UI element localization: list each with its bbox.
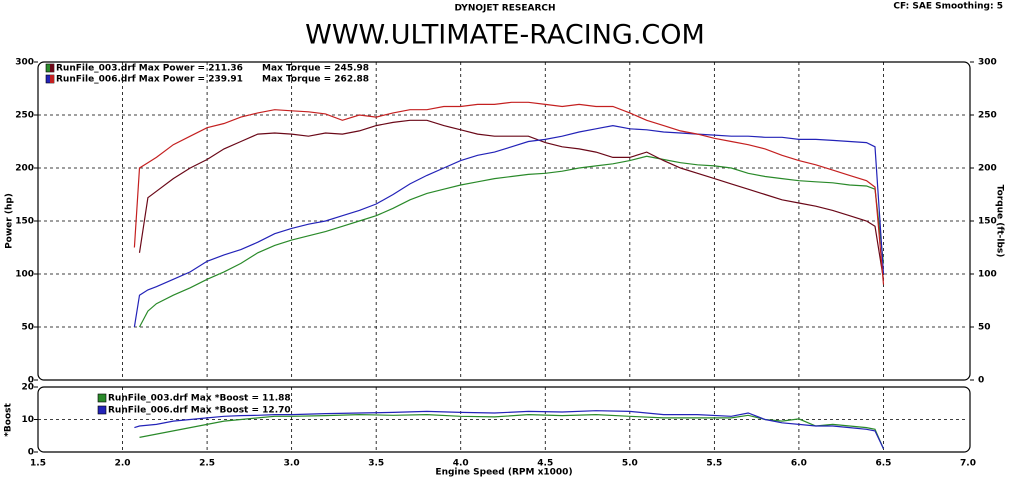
annotation: CF: SAE Smoothing: 5 <box>893 2 1003 12</box>
x-tick-label: 6.0 <box>791 459 807 469</box>
y-tick-label: 20 <box>21 383 34 393</box>
legend-swatch <box>50 75 54 83</box>
data-line <box>133 101 885 285</box>
legend-label: Max Torque = 245.98 <box>262 64 369 74</box>
legend-swatch <box>97 405 107 415</box>
y2-tick-label: 150 <box>978 217 997 227</box>
y2-tick-label: 200 <box>978 164 997 174</box>
legend-label: RunFile_003.drf Max *Boost = 11.88 <box>108 394 291 404</box>
legend-swatch <box>50 64 54 72</box>
legend-swatch <box>97 393 107 403</box>
y-tick-label: 0 <box>28 376 34 386</box>
y-tick-label: 200 <box>15 164 34 174</box>
x-tick-label: 6.5 <box>875 459 891 469</box>
y2-tick-label: 250 <box>978 111 997 121</box>
y-axis-label: *Boost <box>4 403 14 437</box>
data-line <box>138 155 885 328</box>
legend-label: RunFile_006.drf Max *Boost = 12.70 <box>108 406 291 416</box>
y2-tick-label: 0 <box>978 376 984 386</box>
y-tick-label: 300 <box>15 58 34 68</box>
x-tick-label: 4.0 <box>453 459 469 469</box>
data-line <box>139 413 885 450</box>
x-tick-label: 4.5 <box>537 459 553 469</box>
y2-tick-label: 50 <box>978 323 991 333</box>
x-tick-label: 3.5 <box>368 459 384 469</box>
y-tick-label: 150 <box>15 217 34 227</box>
y-tick-label: 10 <box>21 415 34 425</box>
legend-label: RunFile_003.drf Max Power = 211.36 <box>56 64 243 74</box>
y-tick-label: 50 <box>21 323 34 333</box>
y-axis-label: Power (hp) <box>5 193 15 249</box>
legend-label: Max Torque = 262.88 <box>262 75 369 85</box>
y-tick-label: 250 <box>15 111 34 121</box>
x-tick-label: 2.0 <box>115 459 131 469</box>
x-axis-label: Engine Speed (RPM x1000) <box>435 468 572 478</box>
y-tick-label: 0 <box>28 448 34 458</box>
chart-title: WWW.ULTIMATE-RACING.COM <box>305 20 705 51</box>
x-tick-label: 3.0 <box>284 459 300 469</box>
x-tick-label: 1.5 <box>30 459 46 469</box>
data-line <box>133 124 885 328</box>
legend-label: RunFile_006.drf Max Power = 239.91 <box>56 75 243 85</box>
x-tick-label: 7.0 <box>960 459 976 469</box>
y-tick-label: 100 <box>15 270 34 280</box>
y2-axis-label: Torque (ft-lbs) <box>995 185 1005 258</box>
chart-subtitle: DYNOJET RESEARCH <box>454 4 555 14</box>
data-line <box>138 119 885 280</box>
y2-tick-label: 300 <box>978 58 997 68</box>
x-tick-label: 5.5 <box>706 459 722 469</box>
x-tick-label: 5.0 <box>622 459 638 469</box>
x-tick-label: 2.5 <box>199 459 215 469</box>
data-line <box>134 410 885 450</box>
y2-tick-label: 100 <box>978 270 997 280</box>
